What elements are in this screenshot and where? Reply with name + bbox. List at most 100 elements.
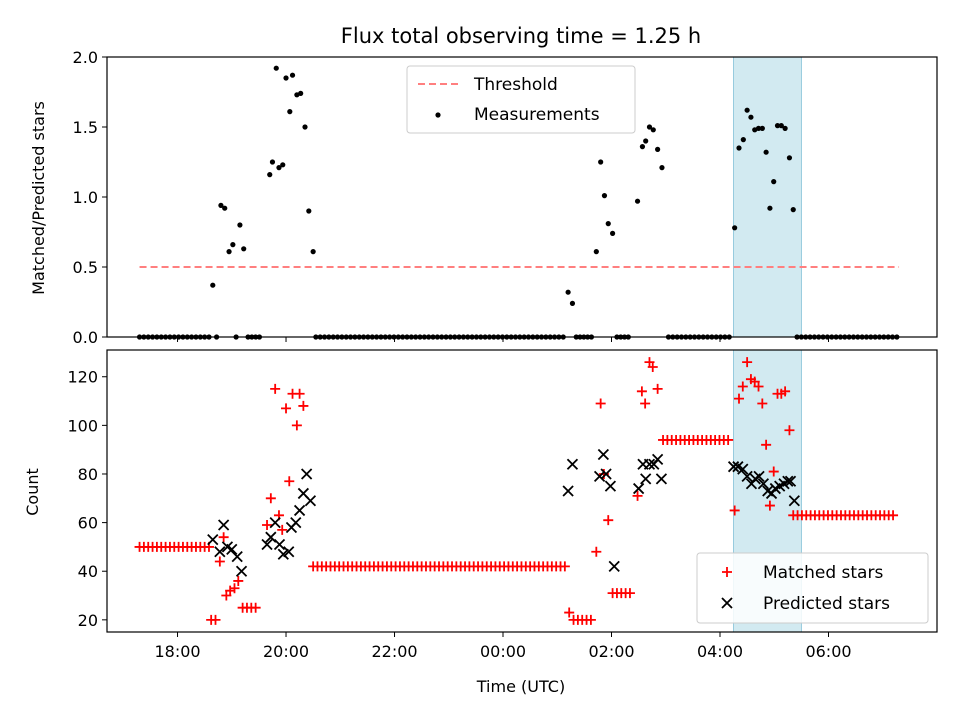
measurement-point bbox=[740, 137, 746, 143]
predicted-star-point bbox=[214, 546, 226, 558]
x-tick-label: 00:00 bbox=[480, 642, 526, 661]
measurement-point bbox=[302, 124, 308, 130]
measurement-point bbox=[210, 282, 216, 288]
matched-star-point bbox=[624, 588, 635, 599]
y-tick-label: 40 bbox=[78, 562, 98, 581]
measurement-point bbox=[755, 125, 762, 131]
measurement-point bbox=[659, 165, 665, 171]
legend-box bbox=[406, 65, 636, 134]
predicted-star-point bbox=[261, 538, 273, 551]
matched-star-point bbox=[737, 381, 748, 392]
measurement-point bbox=[609, 230, 616, 236]
measurement-point bbox=[267, 172, 273, 178]
predicted-star-point bbox=[600, 468, 612, 480]
predicted-star-point bbox=[593, 470, 606, 483]
measurement-point bbox=[646, 124, 653, 130]
legend-matched-swatch bbox=[722, 567, 732, 577]
predicted-star-point bbox=[235, 565, 248, 577]
predicted-star-point bbox=[604, 480, 617, 492]
matched-star-point bbox=[733, 393, 744, 404]
measurement-point bbox=[748, 114, 754, 120]
predicted-star-point bbox=[632, 482, 645, 495]
measurement-point bbox=[310, 249, 316, 255]
measurement-point bbox=[643, 138, 649, 144]
measurement-point bbox=[218, 202, 224, 208]
matched-star-point bbox=[262, 520, 273, 531]
measurement-point bbox=[778, 123, 784, 129]
measurement-point bbox=[650, 127, 656, 133]
predicted-star-point bbox=[304, 495, 317, 507]
top-chart-title: Flux total observing time = 1.25 h bbox=[341, 24, 701, 48]
matched-star-point bbox=[559, 561, 570, 572]
predicted-star-point bbox=[655, 473, 668, 485]
legend-measurement-label: Measurements bbox=[474, 105, 600, 125]
matched-star-point bbox=[595, 398, 606, 409]
predicted-star-point bbox=[757, 478, 770, 490]
highlight-band bbox=[733, 56, 802, 338]
matched-star-point bbox=[729, 505, 740, 516]
measurement-point bbox=[273, 65, 279, 71]
predicted-star-point bbox=[597, 448, 610, 461]
matched-star-point bbox=[265, 493, 276, 504]
matched-star-point bbox=[768, 466, 779, 477]
matched-star-point bbox=[277, 524, 288, 535]
predicted-star-point bbox=[753, 470, 765, 483]
measurement-point bbox=[283, 75, 289, 81]
measurement-point bbox=[569, 300, 576, 306]
measurement-point bbox=[759, 125, 765, 131]
y-tick-label: 2.0 bbox=[73, 48, 98, 67]
top-y-axis-label: Matched/Predicted stars bbox=[29, 101, 48, 295]
predicted-star-point bbox=[300, 468, 313, 480]
matched-star-point bbox=[294, 388, 305, 399]
predicted-star-point bbox=[741, 470, 753, 483]
matched-star-point bbox=[270, 383, 281, 394]
y-tick-label: 100 bbox=[67, 416, 98, 435]
x-tick-label: 18:00 bbox=[154, 642, 200, 661]
y-tick-label: 0.5 bbox=[73, 258, 98, 277]
measurement-point bbox=[289, 72, 296, 78]
y-tick-label: 80 bbox=[78, 465, 98, 484]
y-tick-label: 120 bbox=[67, 368, 98, 387]
predicted-star-point bbox=[269, 516, 281, 529]
legend-predicted-swatch bbox=[721, 597, 733, 609]
matched-star-point bbox=[281, 403, 292, 414]
measurement-point bbox=[241, 246, 247, 252]
matched-star-point bbox=[723, 434, 734, 445]
legend-predicted-label: Predicted stars bbox=[763, 594, 890, 614]
matched-star-point bbox=[784, 425, 795, 436]
measurement-point bbox=[287, 109, 293, 115]
predicted-star-point bbox=[283, 546, 295, 558]
predicted-star-point bbox=[217, 519, 230, 531]
y-tick-label: 20 bbox=[78, 611, 98, 630]
y-tick-label: 0.0 bbox=[73, 328, 98, 347]
y-tick-label: 1.5 bbox=[73, 118, 98, 137]
matched-star-point bbox=[298, 400, 309, 411]
matched-star-point bbox=[233, 575, 244, 586]
measurement-point bbox=[298, 90, 304, 96]
predicted-star-point bbox=[273, 538, 286, 551]
measurement-point bbox=[280, 162, 286, 168]
predicted-star-point bbox=[293, 504, 306, 517]
measurement-point bbox=[565, 289, 571, 295]
predicted-star-point bbox=[265, 531, 277, 543]
predicted-star-point bbox=[290, 516, 302, 529]
predicted-star-point bbox=[566, 458, 579, 470]
predicted-star-point bbox=[737, 463, 749, 475]
predicted-star-point bbox=[788, 495, 800, 507]
x-tick-label: 20:00 bbox=[263, 642, 309, 661]
matched-star-point bbox=[640, 398, 651, 409]
measurement-point bbox=[306, 208, 312, 214]
x-tick-label: 04:00 bbox=[697, 642, 743, 661]
predicted-star-point bbox=[651, 453, 664, 466]
matched-star-point bbox=[214, 556, 225, 567]
legend-threshold-label: Threshold bbox=[473, 75, 558, 95]
matched-star-point bbox=[564, 607, 575, 618]
matched-star-point bbox=[603, 515, 614, 526]
x-tick-label: 02:00 bbox=[588, 642, 634, 661]
x-tick-label: 22:00 bbox=[371, 642, 417, 661]
predicted-star-point bbox=[782, 475, 794, 487]
predicted-star-point bbox=[207, 533, 219, 546]
matched-star-point bbox=[761, 439, 772, 450]
measurement-point bbox=[634, 198, 641, 204]
measurement-point bbox=[771, 179, 777, 185]
